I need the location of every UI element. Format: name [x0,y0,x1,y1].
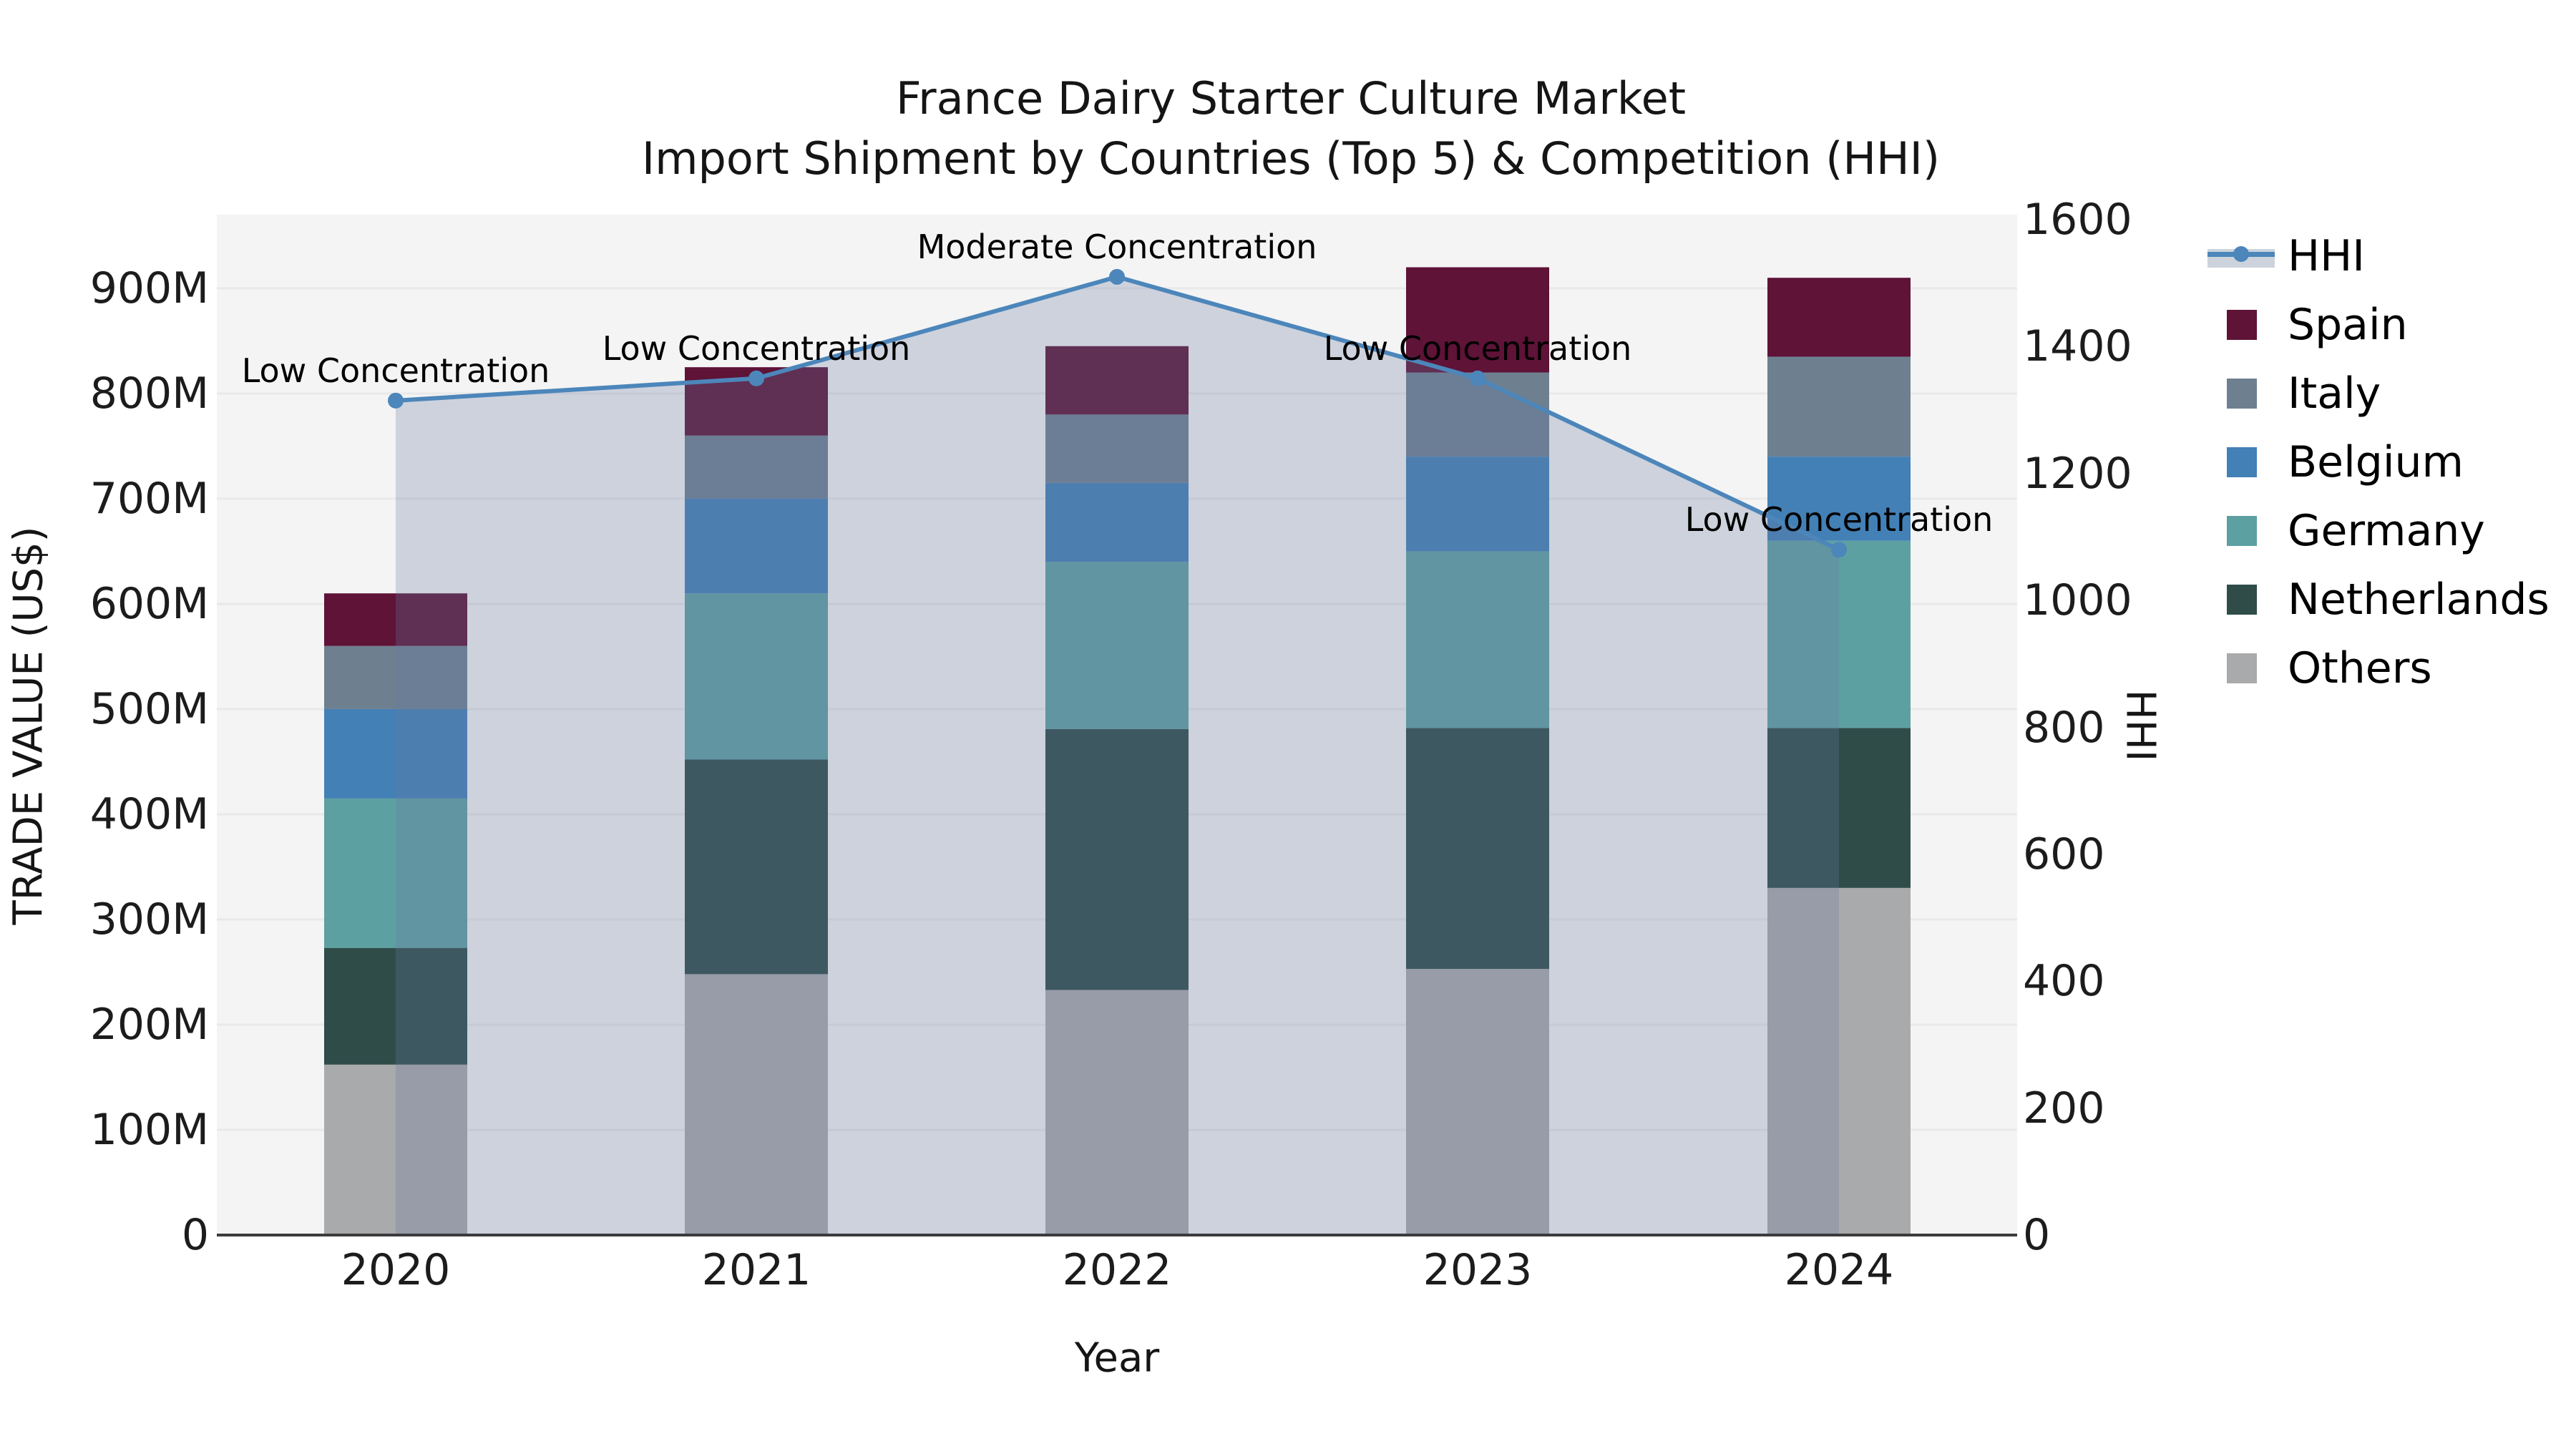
y-left-tick-800M: 800M [89,368,209,419]
bar-2022-netherlands [1045,728,1189,990]
bar-2022-italy [1045,414,1189,483]
y-axis-right-label: HHI [2117,689,2164,762]
legend-hhi-sample-marker [2233,246,2249,262]
legend-label-netherlands: Netherlands [2288,575,2550,625]
bars-group [324,267,1911,1235]
y-right-tick-800: 800 [2023,702,2105,753]
bar-2024-spain [1767,278,1911,357]
annotation-2023: Low Concentration [1323,328,1632,368]
legend-swatch-italy [2227,379,2257,409]
bar-2023-netherlands [1406,728,1549,970]
y-left-tick-400M: 400M [89,789,209,839]
bar-2024-germany [1767,540,1911,728]
y-right-tick-1000: 1000 [2023,575,2132,626]
bar-2023-belgium [1406,457,1549,552]
bar-2022-spain [1045,346,1189,415]
x-axis-label: Year [1074,1335,1160,1382]
bar-2021-italy [685,435,828,499]
hhi-area-fill [396,276,1839,1235]
y-right-tick-200: 200 [2023,1083,2105,1133]
bar-2022-others [1045,990,1189,1235]
hhi-point-2021 [748,370,764,386]
bar-2024-italy [1767,356,1911,457]
bar-2022-belgium [1045,482,1189,562]
y-left-tick-700M: 700M [89,473,209,524]
bar-2024-netherlands [1767,728,1911,888]
y-axis-left-label: TRADE VALUE (US$) [5,526,52,925]
y-left-tick-900M: 900M [89,263,209,313]
bar-2020-netherlands [324,947,467,1065]
y-right-tick-1400: 1400 [2023,321,2132,372]
bar-2023-germany [1406,551,1549,728]
chart-title: France Dairy Starter Culture Market Impo… [642,69,1940,189]
x-tick-2021: 2021 [701,1245,811,1295]
annotation-2022: Moderate Concentration [917,227,1317,266]
bar-2024-others [1767,887,1911,1235]
bar-2020-belgium [324,708,467,799]
bar-2023-others [1406,969,1549,1235]
y-left-tick-100M: 100M [89,1104,209,1155]
annotation-2021: Low Concentration [602,328,911,368]
x-tick-2023: 2023 [1423,1245,1533,1295]
bar-2021-netherlands [685,759,828,975]
y-left-tick-200M: 200M [89,999,209,1050]
legend-label-others: Others [2288,643,2432,693]
y-left-tick-300M: 300M [89,894,209,945]
y-right-tick-600: 600 [2023,829,2105,879]
hhi-point-2023 [1470,370,1485,386]
bar-2022-germany [1045,562,1189,729]
legend-swatch-netherlands [2227,585,2257,615]
annotation-2024: Low Concentration [1684,500,1994,540]
y-right-tick-400: 400 [2023,956,2105,1007]
chart-title-line1: France Dairy Starter Culture Market [895,72,1687,125]
legend-label-italy: Italy [2288,369,2381,419]
bar-2023-italy [1406,372,1549,457]
legend-label-spain: Spain [2288,300,2408,350]
legend-swatch-germany [2227,516,2257,546]
y-right-tick-0: 0 [2023,1210,2051,1260]
hhi-point-2020 [388,392,404,409]
hhi-point-2024 [1831,542,1847,558]
legend-swatch-others [2227,653,2257,683]
x-tick-2020: 2020 [341,1245,451,1295]
annotation-2020: Low Concentration [241,351,550,390]
x-tick-2024: 2024 [1784,1245,1894,1295]
bar-2021-others [685,974,828,1235]
legend-swatch-belgium [2227,447,2257,477]
legend-label-hhi: HHI [2288,231,2365,281]
y-right-tick-1200: 1200 [2023,448,2132,499]
bar-2020-italy [324,645,467,709]
y-right-tick-1600: 1600 [2023,195,2132,245]
y-left-tick-0: 0 [181,1210,209,1260]
bar-2020-germany [324,798,467,948]
chart-title-line2: Import Shipment by Countries (Top 5) & C… [641,132,1941,185]
hhi-point-2022 [1109,268,1125,285]
bar-2020-spain [324,593,467,646]
hhi-markers [388,268,1847,558]
legend-label-belgium: Belgium [2288,437,2464,487]
bar-2020-others [324,1064,467,1235]
legend-swatch-spain [2227,310,2257,340]
bar-2021-belgium [685,498,828,594]
y-left-tick-500M: 500M [89,683,209,734]
legend-label-germany: Germany [2288,506,2485,556]
bar-2021-germany [685,593,828,760]
x-tick-2022: 2022 [1062,1245,1172,1295]
y-left-tick-600M: 600M [89,578,209,629]
bar-2023-spain [1406,267,1549,373]
